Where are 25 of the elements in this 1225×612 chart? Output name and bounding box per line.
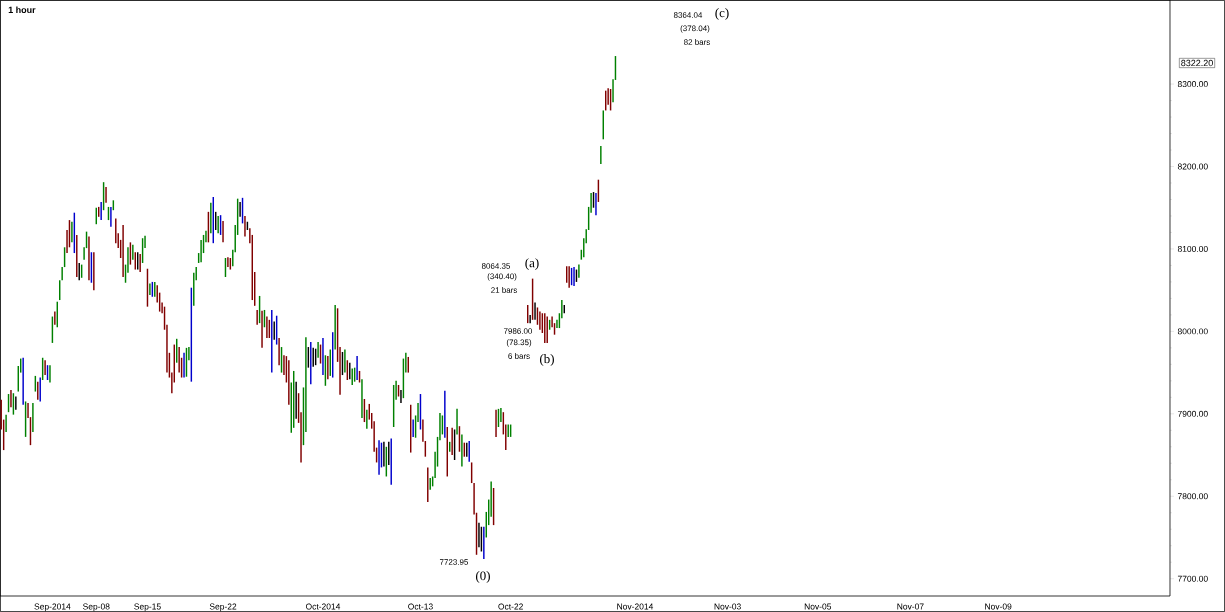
y-tick-label: 8100.00 <box>1177 245 1208 252</box>
x-tick-label: Nov-05 <box>804 603 832 610</box>
text: 8322.20 <box>1181 59 1213 67</box>
y-tick-label: 8000.00 <box>1177 328 1208 335</box>
x-tick-label: Oct-13 <box>408 603 433 610</box>
text: 1 hour <box>8 6 36 14</box>
x-tick-label: Oct-2014 <box>305 603 341 610</box>
x-tick-label: Sep-08 <box>83 603 110 612</box>
y-tick-label: 7900.00 <box>1177 410 1208 417</box>
x-tick-label: Nov-07 <box>897 603 924 610</box>
y-tick-label: 7800.00 <box>1177 493 1208 500</box>
y-tick-label: 8200.00 <box>1177 163 1208 170</box>
x-tick-label: Sep-15 <box>134 603 161 612</box>
x-tick-label: Sep-2014 <box>34 603 71 612</box>
x-tick-label: Nov-09 <box>985 603 1012 610</box>
annotation: (0) <box>475 571 490 583</box>
x-tick-label: Nov-2014 <box>617 603 654 610</box>
annotation: (b) <box>539 354 554 366</box>
x-tick-label: Oct-22 <box>498 603 523 610</box>
x-tick-label: Nov-03 <box>714 603 741 610</box>
annotation: (c) <box>715 8 729 20</box>
annotation: (a) <box>525 258 539 270</box>
y-tick-label: 7700.00 <box>1177 575 1208 582</box>
x-tick-label: Sep-22 <box>209 603 237 612</box>
y-tick-label: 8300.00 <box>1177 81 1208 88</box>
